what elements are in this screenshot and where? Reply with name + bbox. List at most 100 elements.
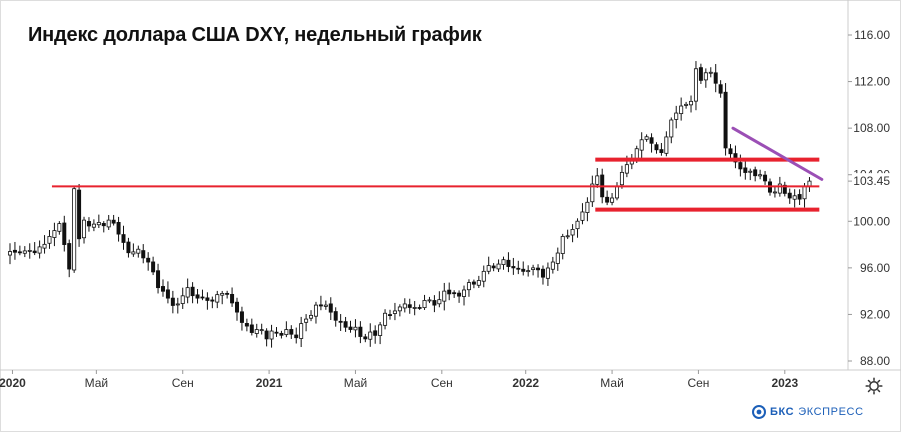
candle-body bbox=[136, 248, 141, 254]
candle-body bbox=[639, 139, 644, 151]
candle bbox=[91, 219, 96, 232]
candle-body bbox=[496, 263, 501, 270]
candle-body bbox=[501, 259, 506, 265]
candle-body bbox=[772, 191, 777, 194]
candle bbox=[575, 218, 580, 238]
candle bbox=[452, 290, 457, 298]
candle bbox=[274, 327, 279, 337]
candle bbox=[555, 247, 560, 271]
candle-body bbox=[689, 100, 694, 106]
gear-icon[interactable] bbox=[865, 377, 883, 395]
candle bbox=[121, 225, 126, 250]
candle-body bbox=[235, 301, 240, 313]
candle-body bbox=[486, 265, 491, 272]
candle bbox=[466, 279, 471, 297]
candle-body bbox=[560, 236, 565, 254]
candle-body bbox=[585, 201, 590, 213]
candle bbox=[7, 243, 12, 265]
candle bbox=[442, 282, 447, 311]
y-tick-label: 100.00 bbox=[853, 214, 890, 228]
candle bbox=[733, 145, 738, 169]
candle bbox=[644, 134, 649, 142]
candle-body bbox=[427, 299, 432, 302]
candle bbox=[323, 300, 328, 310]
candle bbox=[698, 63, 703, 84]
candle bbox=[185, 278, 190, 304]
candle-body bbox=[220, 293, 225, 296]
candle bbox=[679, 97, 684, 121]
candle bbox=[131, 243, 136, 257]
candle bbox=[457, 290, 462, 303]
candle bbox=[787, 188, 792, 204]
candle-body bbox=[91, 223, 96, 228]
candle bbox=[481, 265, 486, 288]
candle bbox=[531, 264, 536, 276]
candle bbox=[190, 282, 195, 304]
candle-body bbox=[383, 312, 388, 326]
candle bbox=[619, 165, 624, 189]
candle-body bbox=[619, 171, 624, 186]
candle bbox=[358, 321, 363, 344]
candle bbox=[279, 330, 284, 339]
candle-body bbox=[471, 281, 476, 285]
candle-body bbox=[580, 211, 585, 221]
candle bbox=[215, 290, 220, 309]
candle-body bbox=[141, 250, 146, 259]
candle bbox=[111, 214, 116, 226]
candle bbox=[545, 262, 550, 286]
candle bbox=[86, 217, 91, 232]
candle bbox=[748, 168, 753, 181]
candle bbox=[392, 302, 397, 321]
candle bbox=[318, 295, 323, 311]
candle-body bbox=[718, 84, 723, 94]
candle bbox=[511, 257, 516, 275]
candle bbox=[674, 105, 679, 129]
candle bbox=[313, 301, 318, 324]
candle-body bbox=[313, 304, 318, 317]
candle bbox=[244, 318, 249, 332]
candle bbox=[27, 243, 32, 259]
candle bbox=[387, 309, 392, 320]
x-tick-label: Сен bbox=[431, 376, 453, 390]
y-tick-label: 96.00 bbox=[860, 261, 890, 275]
candle-body bbox=[708, 71, 713, 74]
candle bbox=[417, 304, 422, 310]
candle bbox=[743, 160, 748, 180]
candle bbox=[501, 256, 506, 270]
candle bbox=[684, 101, 689, 109]
candle-body bbox=[615, 185, 620, 199]
candle-body bbox=[521, 268, 526, 272]
candle bbox=[230, 287, 235, 307]
candle bbox=[210, 296, 215, 309]
candle-body bbox=[131, 251, 136, 255]
candle bbox=[239, 306, 244, 331]
candle-body bbox=[259, 329, 264, 332]
candle-body bbox=[777, 183, 782, 194]
candle-body bbox=[476, 280, 481, 286]
candle bbox=[343, 316, 348, 332]
candle-body bbox=[180, 295, 185, 304]
candle bbox=[146, 252, 151, 271]
x-tick-label: 2023 bbox=[771, 376, 798, 390]
candle-body bbox=[309, 314, 314, 319]
candle-body bbox=[536, 267, 541, 271]
candle-body bbox=[264, 330, 269, 340]
candle bbox=[476, 275, 481, 288]
candle-body bbox=[664, 136, 669, 154]
candle bbox=[585, 197, 590, 222]
candle-body bbox=[52, 230, 57, 238]
candle-body bbox=[274, 331, 279, 334]
candle-body bbox=[17, 251, 22, 254]
candle-body bbox=[363, 336, 368, 340]
candle bbox=[47, 229, 52, 249]
candle-body bbox=[284, 329, 289, 336]
candle-body bbox=[200, 296, 205, 299]
candle-body bbox=[27, 249, 32, 252]
candle-body bbox=[703, 72, 708, 81]
candle-body bbox=[353, 326, 358, 331]
candle bbox=[116, 216, 121, 242]
candle-body bbox=[116, 221, 121, 235]
candle bbox=[689, 95, 694, 113]
candle bbox=[807, 177, 812, 192]
candle-body bbox=[348, 326, 353, 330]
